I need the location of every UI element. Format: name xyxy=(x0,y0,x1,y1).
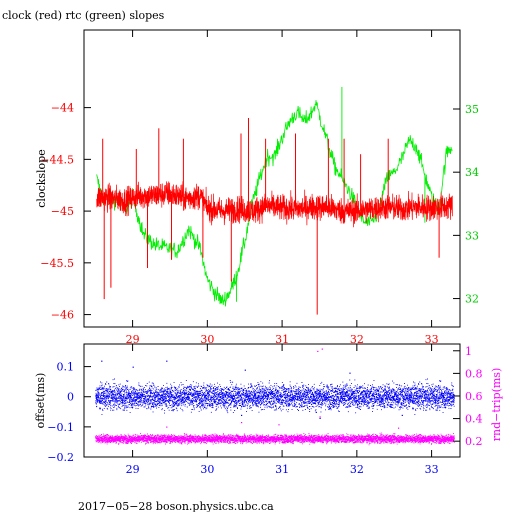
top-plot-data xyxy=(96,86,453,315)
clock-slope-line xyxy=(96,181,453,228)
bottom-y2-tick-label: 0.4 xyxy=(465,413,483,426)
offset-points xyxy=(95,378,455,416)
top-y-tick-label: −45.5 xyxy=(40,257,74,270)
top-y2-tick-label: 34 xyxy=(465,166,479,179)
rndtrip-points-outlier xyxy=(166,426,168,428)
top-y-tick-label: −45 xyxy=(51,205,74,218)
footer-caption: 2017−05−28 boson.physics.ubc.ca xyxy=(78,500,274,512)
top-axis-ticks: 29 30 31 32 33 −46 −45.5 −45 −44.5 −44 32 33 34 35 xyxy=(40,30,479,346)
top-y2-tick-label: 32 xyxy=(465,293,479,306)
top-y-tick-label: −44.5 xyxy=(40,153,74,166)
top-x-tick-label: 33 xyxy=(425,333,439,346)
rndtrip-points-outlier xyxy=(321,348,323,350)
bottom-x-tick-label: 30 xyxy=(200,463,214,476)
bottom-y-tick-label: −0.2 xyxy=(47,451,74,464)
bottom-y2-axis-label: rnd−trip(ms) xyxy=(490,368,503,442)
rndtrip-points-outlier xyxy=(398,427,400,429)
top-panel: 29 30 31 32 33 −46 −45.5 −45 −44.5 −44 32 33 34 35 cl… xyxy=(35,29,479,346)
top-y2-tick-label: 33 xyxy=(465,229,479,242)
bottom-plot-data xyxy=(95,348,455,446)
bottom-y-tick-label: −0.1 xyxy=(47,421,74,434)
bottom-plot-frame xyxy=(83,343,461,458)
offset-points-outlier xyxy=(319,417,321,419)
offset-points-outlier xyxy=(315,411,317,413)
bottom-x-tick-label: 32 xyxy=(350,463,364,476)
rndtrip-points-outlier xyxy=(241,422,243,424)
top-plot-frame xyxy=(83,29,461,328)
rndtrip-points-outlier xyxy=(278,424,280,426)
offset-points-outlier xyxy=(244,369,246,371)
rndtrip-points xyxy=(95,432,455,446)
bottom-y-axis-label: offset(ms) xyxy=(34,373,47,429)
top-y2-tick-label: 35 xyxy=(465,103,479,116)
bottom-x-tick-label: 33 xyxy=(425,463,439,476)
bottom-y2-tick-label: 0.2 xyxy=(465,435,483,448)
top-x-tick-label: 30 xyxy=(200,333,214,346)
bottom-x-tick-label: 31 xyxy=(275,463,289,476)
bottom-x-tick-label: 29 xyxy=(126,463,140,476)
bottom-panel: 29 30 31 32 33 −0.2 −0.1 0 0.1 0.2 0.4 0.6 0.8 1 offs… xyxy=(34,343,503,476)
top-x-tick-label: 32 xyxy=(350,333,364,346)
offset-points-outlier xyxy=(349,372,351,374)
top-x-tick-label: 31 xyxy=(275,333,289,346)
bottom-y-tick-label: 0 xyxy=(67,391,74,404)
top-y-tick-label: −44 xyxy=(51,102,74,115)
offset-points-outlier xyxy=(101,360,103,362)
top-x-tick-label: 29 xyxy=(126,333,140,346)
offset-points-outlier xyxy=(401,414,403,416)
rndtrip-points-outlier xyxy=(319,416,321,418)
rndtrip-points-outlier xyxy=(317,350,319,352)
bottom-y2-tick-label: 0.8 xyxy=(465,367,483,380)
bottom-axis-ticks: 29 30 31 32 33 −0.2 −0.1 0 0.1 0.2 0.4 0.6 0.8 1 xyxy=(47,344,483,476)
offset-points-outlier xyxy=(166,360,168,362)
bottom-y2-tick-label: 0.6 xyxy=(465,390,483,403)
rtc-slope-line xyxy=(96,100,453,307)
offset-points-outlier xyxy=(241,414,243,416)
bottom-y2-tick-label: 1 xyxy=(465,345,472,358)
bottom-y-tick-label: 0.1 xyxy=(57,361,75,374)
chart-title: clock (red) rtc (green) slopes xyxy=(2,9,165,22)
top-y-tick-label: −46 xyxy=(51,309,74,322)
offset-points-outlier xyxy=(132,366,134,368)
top-y-axis-label: clockslope xyxy=(35,149,48,207)
